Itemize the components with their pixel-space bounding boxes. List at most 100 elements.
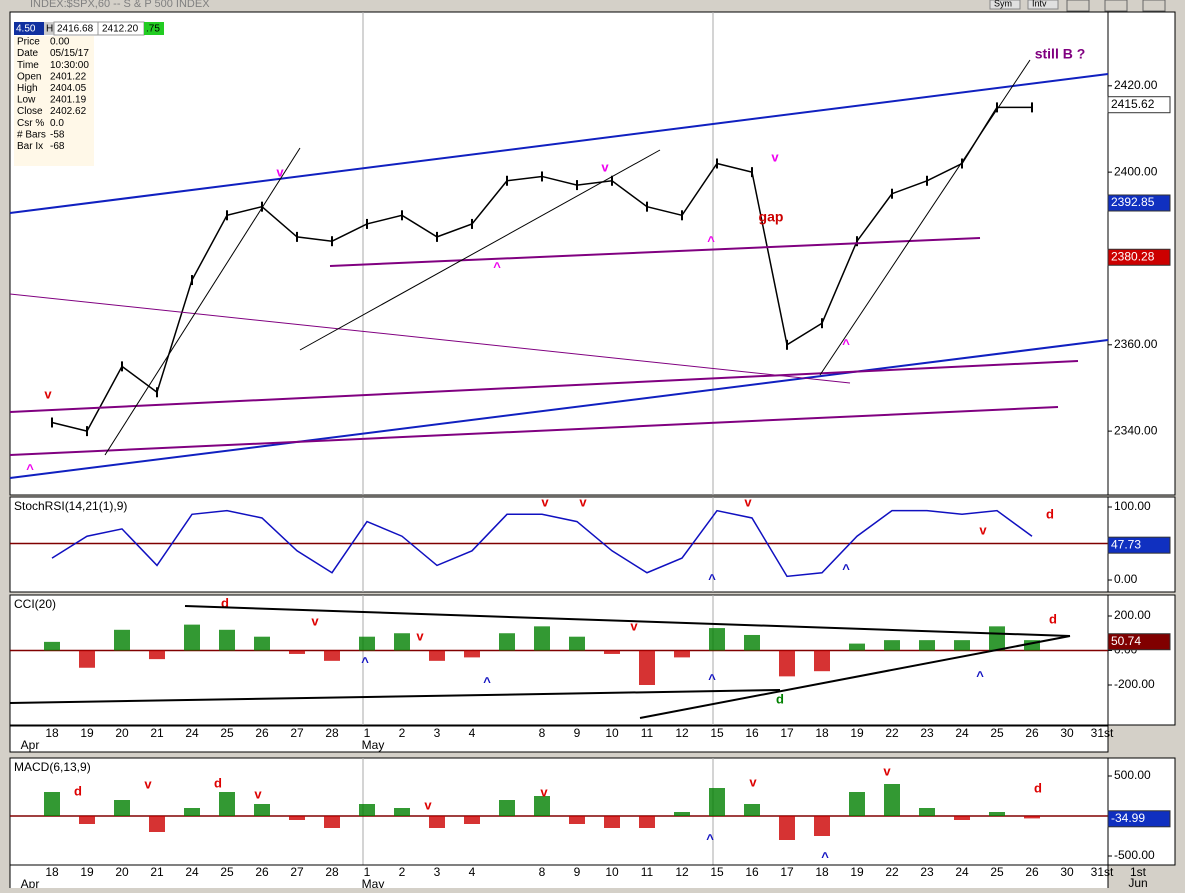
histogram-bar	[184, 808, 200, 816]
date-label: 4	[469, 865, 476, 879]
annotation: ^	[708, 671, 716, 686]
histogram-bar	[324, 650, 340, 661]
y-tick-label: -200.00	[1114, 677, 1155, 691]
histogram-bar	[464, 816, 480, 824]
last-value-box	[1107, 96, 1171, 114]
sym-label[interactable]: Sym	[994, 0, 1012, 8]
histogram-bar	[639, 650, 655, 685]
histogram-bar	[779, 650, 795, 677]
trend-line	[9, 689, 781, 704]
info-label: Csr %	[17, 118, 44, 129]
intv-label[interactable]: Intv	[1032, 0, 1047, 8]
annotation: ^	[842, 561, 850, 576]
trend-line	[639, 635, 1071, 719]
panel	[9, 757, 1109, 866]
date-label: 30	[1060, 726, 1074, 740]
date-label: 1	[364, 865, 371, 879]
histogram-bar	[814, 816, 830, 836]
date-label: 24	[185, 865, 199, 879]
sym-button[interactable]	[989, 0, 1021, 10]
date-label: 15	[710, 865, 724, 879]
info-value: 2404.05	[50, 83, 87, 94]
date-label: 12	[675, 865, 689, 879]
quote-box	[44, 22, 54, 35]
scroll-strip	[1175, 12, 1185, 888]
histogram-bar	[149, 650, 165, 660]
y-tick-label: 500.00	[1114, 768, 1151, 782]
y-tick-label: -500.00	[1114, 848, 1155, 862]
annotation: v	[771, 149, 779, 164]
next-label: Jun	[1128, 876, 1147, 888]
histogram-bar	[79, 650, 95, 668]
last-value-box	[1107, 810, 1171, 828]
info-value: 10:30:00	[50, 60, 89, 71]
maximize-button[interactable]	[1104, 0, 1128, 12]
y-tick-label: 2400.00	[1114, 164, 1158, 178]
annotation: v	[883, 763, 891, 778]
histogram-bar	[884, 640, 900, 651]
histogram-bar	[569, 636, 585, 651]
annotation: v	[540, 784, 548, 799]
histogram-bar	[989, 626, 1005, 651]
trend-line	[184, 605, 1071, 637]
annotation: ^	[821, 849, 829, 864]
date-label: 26	[255, 726, 269, 740]
histogram-bar	[919, 640, 935, 651]
histogram-bar	[1024, 640, 1040, 651]
annotation: d	[221, 595, 229, 610]
info-value: 2401.19	[50, 95, 87, 106]
trend-line	[819, 59, 1031, 376]
quote-field: H	[46, 24, 53, 35]
date-label: 20	[115, 726, 129, 740]
intv-button[interactable]	[1027, 0, 1059, 10]
histogram-bar	[709, 628, 725, 651]
last-value-box	[1107, 248, 1171, 266]
info-value: 0.00	[50, 37, 70, 48]
date-label: 2	[399, 726, 406, 740]
info-value: 0.0	[50, 118, 64, 129]
histogram-bar	[359, 636, 375, 651]
panel-title: CCI(20)	[14, 597, 56, 611]
histogram-bar	[44, 792, 60, 816]
quote-field: 2416.68	[57, 24, 94, 35]
quote-field: .75	[146, 24, 160, 35]
annotation: still B ?	[1035, 46, 1086, 62]
date-label: 25	[220, 726, 234, 740]
date-label: 16	[745, 865, 759, 879]
last-value-box	[1107, 194, 1171, 212]
last-value-label: -34.99	[1111, 811, 1145, 825]
series-line	[51, 509, 1033, 578]
panel	[9, 11, 1109, 496]
last-value-label: 50.74	[1111, 634, 1141, 648]
trend-line	[9, 406, 1059, 456]
annotation: d	[1049, 611, 1057, 626]
minimize-button[interactable]	[1066, 0, 1090, 12]
annotation: ^	[706, 831, 714, 846]
date-axis	[9, 864, 1109, 892]
histogram-bar	[989, 812, 1005, 816]
date-label: 24	[955, 726, 969, 740]
info-label: # Bars	[17, 129, 46, 140]
annotation: v	[541, 494, 549, 509]
date-label: 25	[990, 726, 1004, 740]
trend-line	[9, 293, 851, 384]
date-label: 11	[641, 865, 654, 879]
date-label: 24	[955, 865, 969, 879]
histogram-bar	[79, 816, 95, 824]
info-value: -58	[50, 129, 65, 140]
annotation: v	[979, 522, 987, 537]
annotation: v	[311, 613, 319, 628]
trend-line	[9, 360, 1079, 413]
y-tick-label: 2360.00	[1114, 337, 1158, 351]
histogram-bar	[499, 800, 515, 816]
date-label: 19	[80, 726, 94, 740]
value-axis	[1107, 594, 1176, 726]
close-button[interactable]	[1142, 0, 1166, 12]
histogram-bar	[289, 816, 305, 820]
annotation: ^	[483, 674, 491, 689]
date-label: 19	[850, 865, 864, 879]
date-label: 8	[539, 865, 546, 879]
info-label: Date	[17, 48, 39, 59]
last-value-label: 47.73	[1111, 537, 1141, 551]
histogram-bar	[744, 634, 760, 651]
